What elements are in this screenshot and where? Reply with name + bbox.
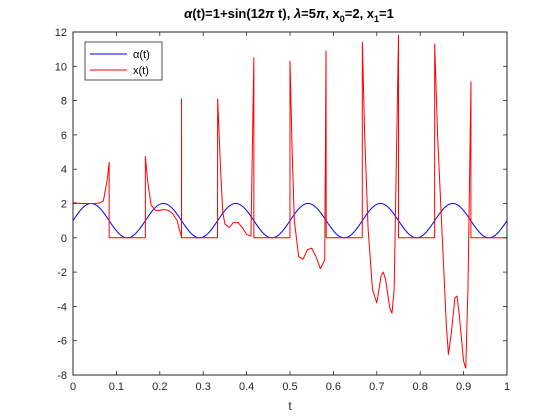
x-tick-label: 0.6 xyxy=(326,381,341,393)
x-tick-label: 0.7 xyxy=(369,381,384,393)
x-tick-label: 0.5 xyxy=(282,381,297,393)
y-tick-label: 10 xyxy=(55,61,67,73)
chart-title-part: , x xyxy=(325,6,340,21)
x-axis-label: t xyxy=(288,399,292,413)
chart-title-part: π xyxy=(265,6,275,21)
series-line-x xyxy=(72,34,507,369)
x-tick-label: 0.4 xyxy=(239,381,254,393)
y-tick-label: 4 xyxy=(61,164,67,176)
legend: α(t) x(t) xyxy=(84,41,163,81)
chart-title-part: =2, x xyxy=(345,6,375,21)
chart-title-part: λ xyxy=(293,6,301,21)
y-tick-label: 12 xyxy=(55,27,67,39)
x-axis-ticks: 0 0.1 0.2 0.3 0.4 0.5 0.6 0.7 0.8 0.9 1 xyxy=(70,32,510,393)
x-tick-label: 0.1 xyxy=(109,381,124,393)
y-tick-label: -2 xyxy=(57,267,67,279)
x-tick-label: 1 xyxy=(504,381,510,393)
y-tick-label: 2 xyxy=(61,199,67,211)
legend-box xyxy=(84,41,163,81)
chart-title-part: t), xyxy=(274,6,294,21)
x-tick-label: 0.9 xyxy=(456,381,471,393)
series-layer xyxy=(72,34,508,369)
y-tick-label: -8 xyxy=(57,370,67,382)
legend-label-x: x(t) xyxy=(133,65,149,77)
legend-label-alpha: α(t) xyxy=(133,49,150,61)
y-tick-label: 0 xyxy=(61,233,67,245)
x-tick-label: 0 xyxy=(70,381,76,393)
y-axis-ticks: -8 -6 -4 -2 0 2 4 6 8 10 12 xyxy=(55,27,507,382)
chart-title-part: π xyxy=(316,6,326,21)
chart-title-part: 0 xyxy=(340,14,345,24)
x-tick-label: 0.8 xyxy=(413,381,428,393)
chart-title-part: =1 xyxy=(379,6,394,21)
y-tick-label: -6 xyxy=(57,336,67,348)
chart-title-part: =5 xyxy=(301,6,316,21)
plot-area: 0 0.1 0.2 0.3 0.4 0.5 0.6 0.7 0.8 0.9 1 -8 -6 -4 -2 0 2… xyxy=(55,27,510,393)
x-tick-label: 0.3 xyxy=(196,381,211,393)
chart-title-part: 1 xyxy=(374,14,379,24)
y-tick-label: 8 xyxy=(61,96,67,108)
chart-title-part: (t)=1+sin(12 xyxy=(192,6,265,21)
chart-title: α(t)=1+sin(12π t), λ=5π, x0=2, x1=1 xyxy=(184,6,394,24)
y-tick-label: 6 xyxy=(61,130,67,142)
y-tick-label: -4 xyxy=(57,301,67,313)
x-tick-label: 0.2 xyxy=(152,381,167,393)
chart-title-part: α xyxy=(184,6,193,21)
